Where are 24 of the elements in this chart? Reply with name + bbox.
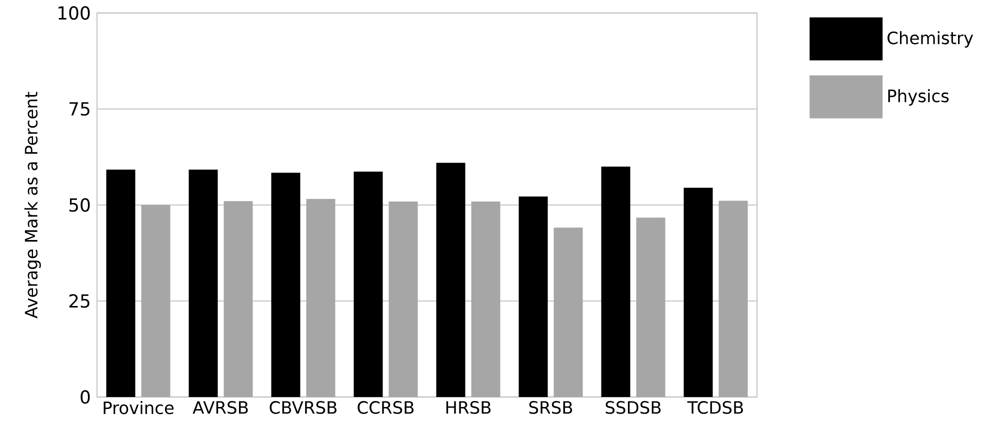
x-tick-label: CBVRSB bbox=[270, 401, 337, 414]
bar bbox=[436, 162, 466, 397]
y-tick-label: 0 bbox=[80, 390, 90, 404]
x-tick-label: Province bbox=[104, 401, 174, 414]
bar bbox=[106, 170, 136, 397]
bar bbox=[684, 188, 713, 397]
bar bbox=[188, 170, 218, 397]
y-tick-label: 75 bbox=[70, 102, 90, 116]
x-tick-label: CCRSB bbox=[358, 401, 414, 414]
bar bbox=[518, 196, 548, 397]
text: Chemistry bbox=[888, 31, 974, 48]
text: Physics bbox=[888, 89, 949, 106]
y-axis-title: Average Mark as a Percent bbox=[24, 92, 41, 318]
x-tick-label: SRSB bbox=[529, 401, 572, 414]
y-tick-label: 25 bbox=[69, 294, 90, 308]
bar bbox=[354, 172, 383, 397]
bar bbox=[271, 172, 300, 397]
x-tick-label: TCDSB bbox=[687, 401, 743, 414]
x-tick-label: AVRSB bbox=[192, 401, 248, 414]
y-tick-label: 50 bbox=[69, 198, 90, 212]
bar bbox=[601, 166, 630, 397]
x-tick-label: HRSB bbox=[446, 401, 491, 414]
y-tick-label: 100 bbox=[58, 6, 90, 20]
x-tick-label: SSDSB bbox=[606, 401, 661, 414]
